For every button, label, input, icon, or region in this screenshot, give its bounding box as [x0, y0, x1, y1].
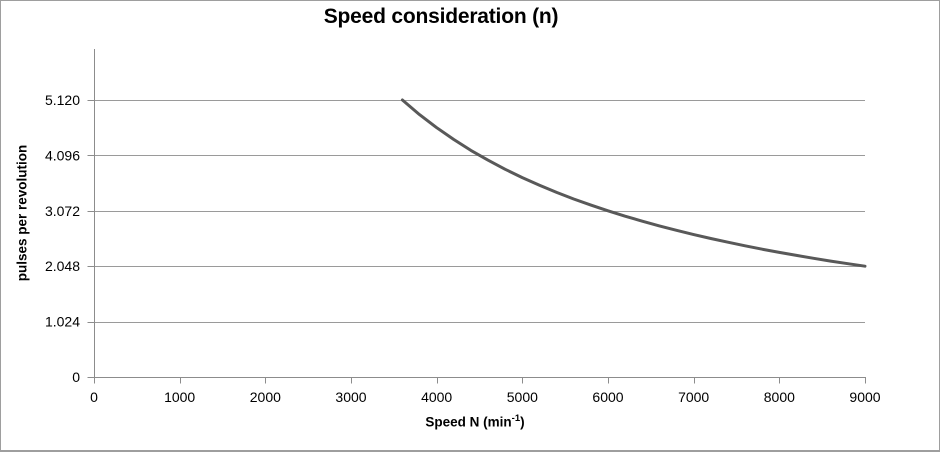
y-tick-label: 2.048: [45, 258, 80, 274]
x-tick-label: 8000: [764, 389, 795, 405]
x-tick-label: 6000: [592, 389, 623, 405]
x-axis-title-superscript: -1: [511, 413, 521, 424]
x-axis-title-close-paren: ): [520, 414, 525, 430]
x-tick-label: 9000: [849, 389, 880, 405]
x-axis-title-text: Speed N (min: [425, 414, 512, 430]
y-tick-label: 5.120: [45, 92, 80, 108]
y-tick-label: 3.072: [45, 203, 80, 219]
x-tick-label: 1000: [164, 389, 195, 405]
x-tick-label: 7000: [678, 389, 709, 405]
x-tick-label: 2000: [250, 389, 281, 405]
series-line: [400, 98, 867, 268]
y-tick-label: 4.096: [45, 147, 80, 163]
x-axis-title: Speed N (min-1): [425, 413, 525, 430]
chart-title: Speed consideration (n): [323, 5, 559, 28]
x-tick-label: 3000: [335, 389, 366, 405]
x-tick-label: 4000: [421, 389, 452, 405]
y-tick-label: 0: [72, 369, 80, 385]
y-tick-label: 1.024: [45, 314, 80, 330]
x-tick-label: 0: [90, 389, 98, 405]
x-tick-label: 5000: [507, 389, 538, 405]
